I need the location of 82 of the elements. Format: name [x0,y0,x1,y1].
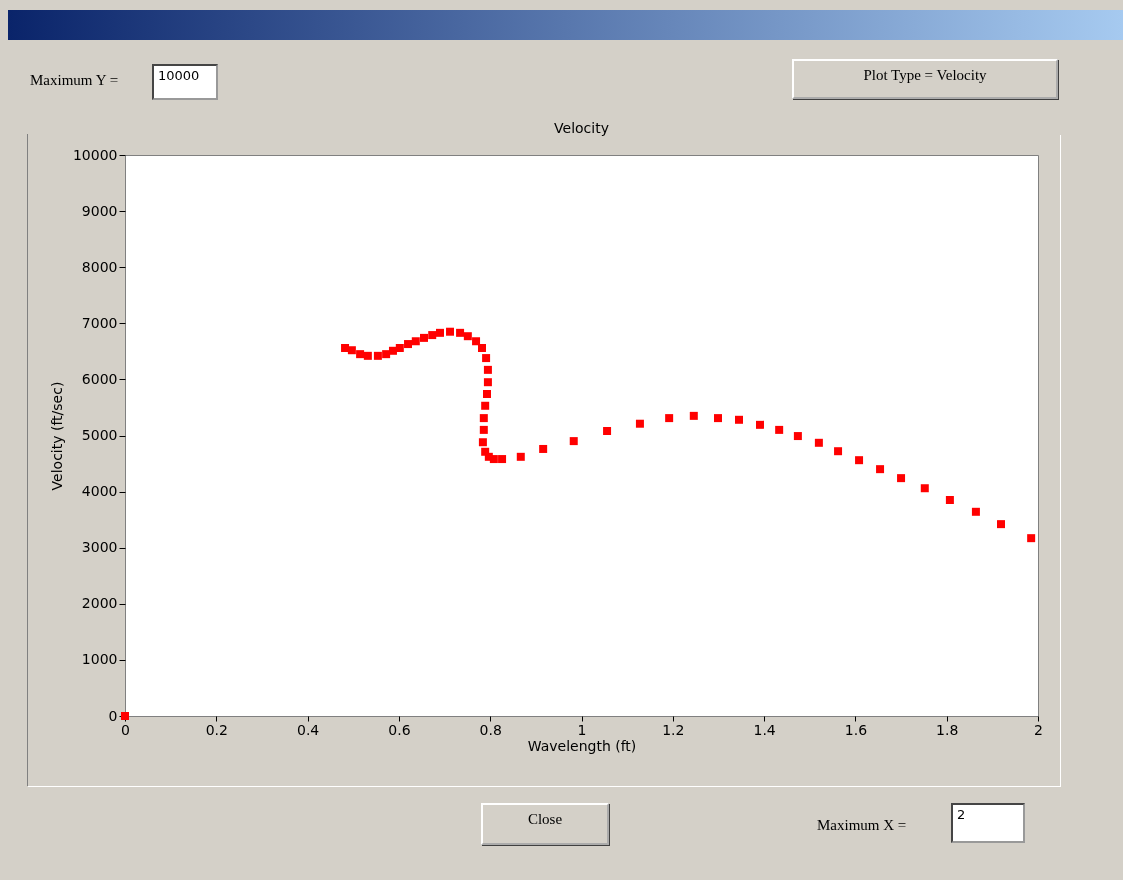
point [734,415,743,424]
point [1027,534,1036,543]
x-tick-label: 0.6 [388,721,411,738]
point [456,328,465,337]
point [483,365,492,374]
point [356,350,365,359]
point [635,419,644,428]
text: 10000 [152,64,218,100]
point [481,401,490,410]
x-tick-label: 1.4 [753,721,776,738]
text: Close [481,803,609,845]
point [446,327,455,336]
point [404,340,413,349]
y-tick-label: 7000 [81,314,118,331]
point [121,712,129,720]
point [665,414,674,423]
y-tick-label: 0 [108,707,118,724]
point [477,343,486,352]
point [478,438,487,447]
y-tick-label: 8000 [81,258,118,275]
text: Maximum X = [817,817,907,834]
point [539,444,548,453]
point [945,496,954,505]
text: 2 [951,803,1025,843]
x-tick-label: 0.4 [296,721,320,738]
point [793,432,802,441]
y-tick-label: 6000 [81,370,118,387]
x-tick-label: 0.8 [479,721,502,738]
point [479,425,488,434]
point [603,427,612,436]
x-tick-label: 1.6 [844,721,868,738]
y-axis-title: Velocity (ft/sec) [48,381,65,491]
point [411,337,420,346]
point [775,425,784,434]
point [489,455,498,464]
point [855,456,864,465]
point [341,343,350,352]
point [463,332,472,341]
point [689,411,698,420]
point [363,351,372,360]
y-tick-label: 4000 [81,483,118,500]
text: Maximum Y = [30,72,119,89]
point [482,354,491,363]
y-tick-label: 9000 [81,202,118,219]
y-tick-label: 2000 [81,595,118,612]
point [755,420,764,429]
point [897,474,906,483]
point [713,414,722,423]
point [498,455,507,464]
point [483,378,492,387]
point [347,346,356,355]
point [516,452,525,461]
point [420,333,429,342]
point [395,343,404,352]
point [382,350,391,359]
chart-title: Velocity [554,120,609,136]
x-tick-label: 0 [121,721,130,738]
point [373,351,382,360]
x-axis-title: Wavelength (ft) [527,737,637,754]
y-tick-label: 3000 [81,539,118,556]
point [997,520,1006,529]
point [472,337,481,346]
point [834,447,843,456]
x-tick-label: 1.8 [936,721,959,738]
x-tick-label: 1 [577,721,587,738]
point [435,328,444,337]
y-tick-label: 10000 [72,146,118,163]
x-tick-label: 0.2 [205,721,228,738]
point [814,438,823,447]
y-tick-label: 5000 [81,427,118,443]
point [971,507,980,516]
x-tick-label: 2 [1034,721,1043,738]
point [569,437,578,446]
point [920,484,929,493]
point [876,465,885,474]
point [388,346,397,355]
point [479,414,488,423]
x-tick-label: 1.2 [662,721,685,738]
point [428,331,437,340]
y-tick-label: 1000 [81,651,118,668]
point [483,389,491,398]
text: Plot Type = Velocity [792,59,1058,99]
